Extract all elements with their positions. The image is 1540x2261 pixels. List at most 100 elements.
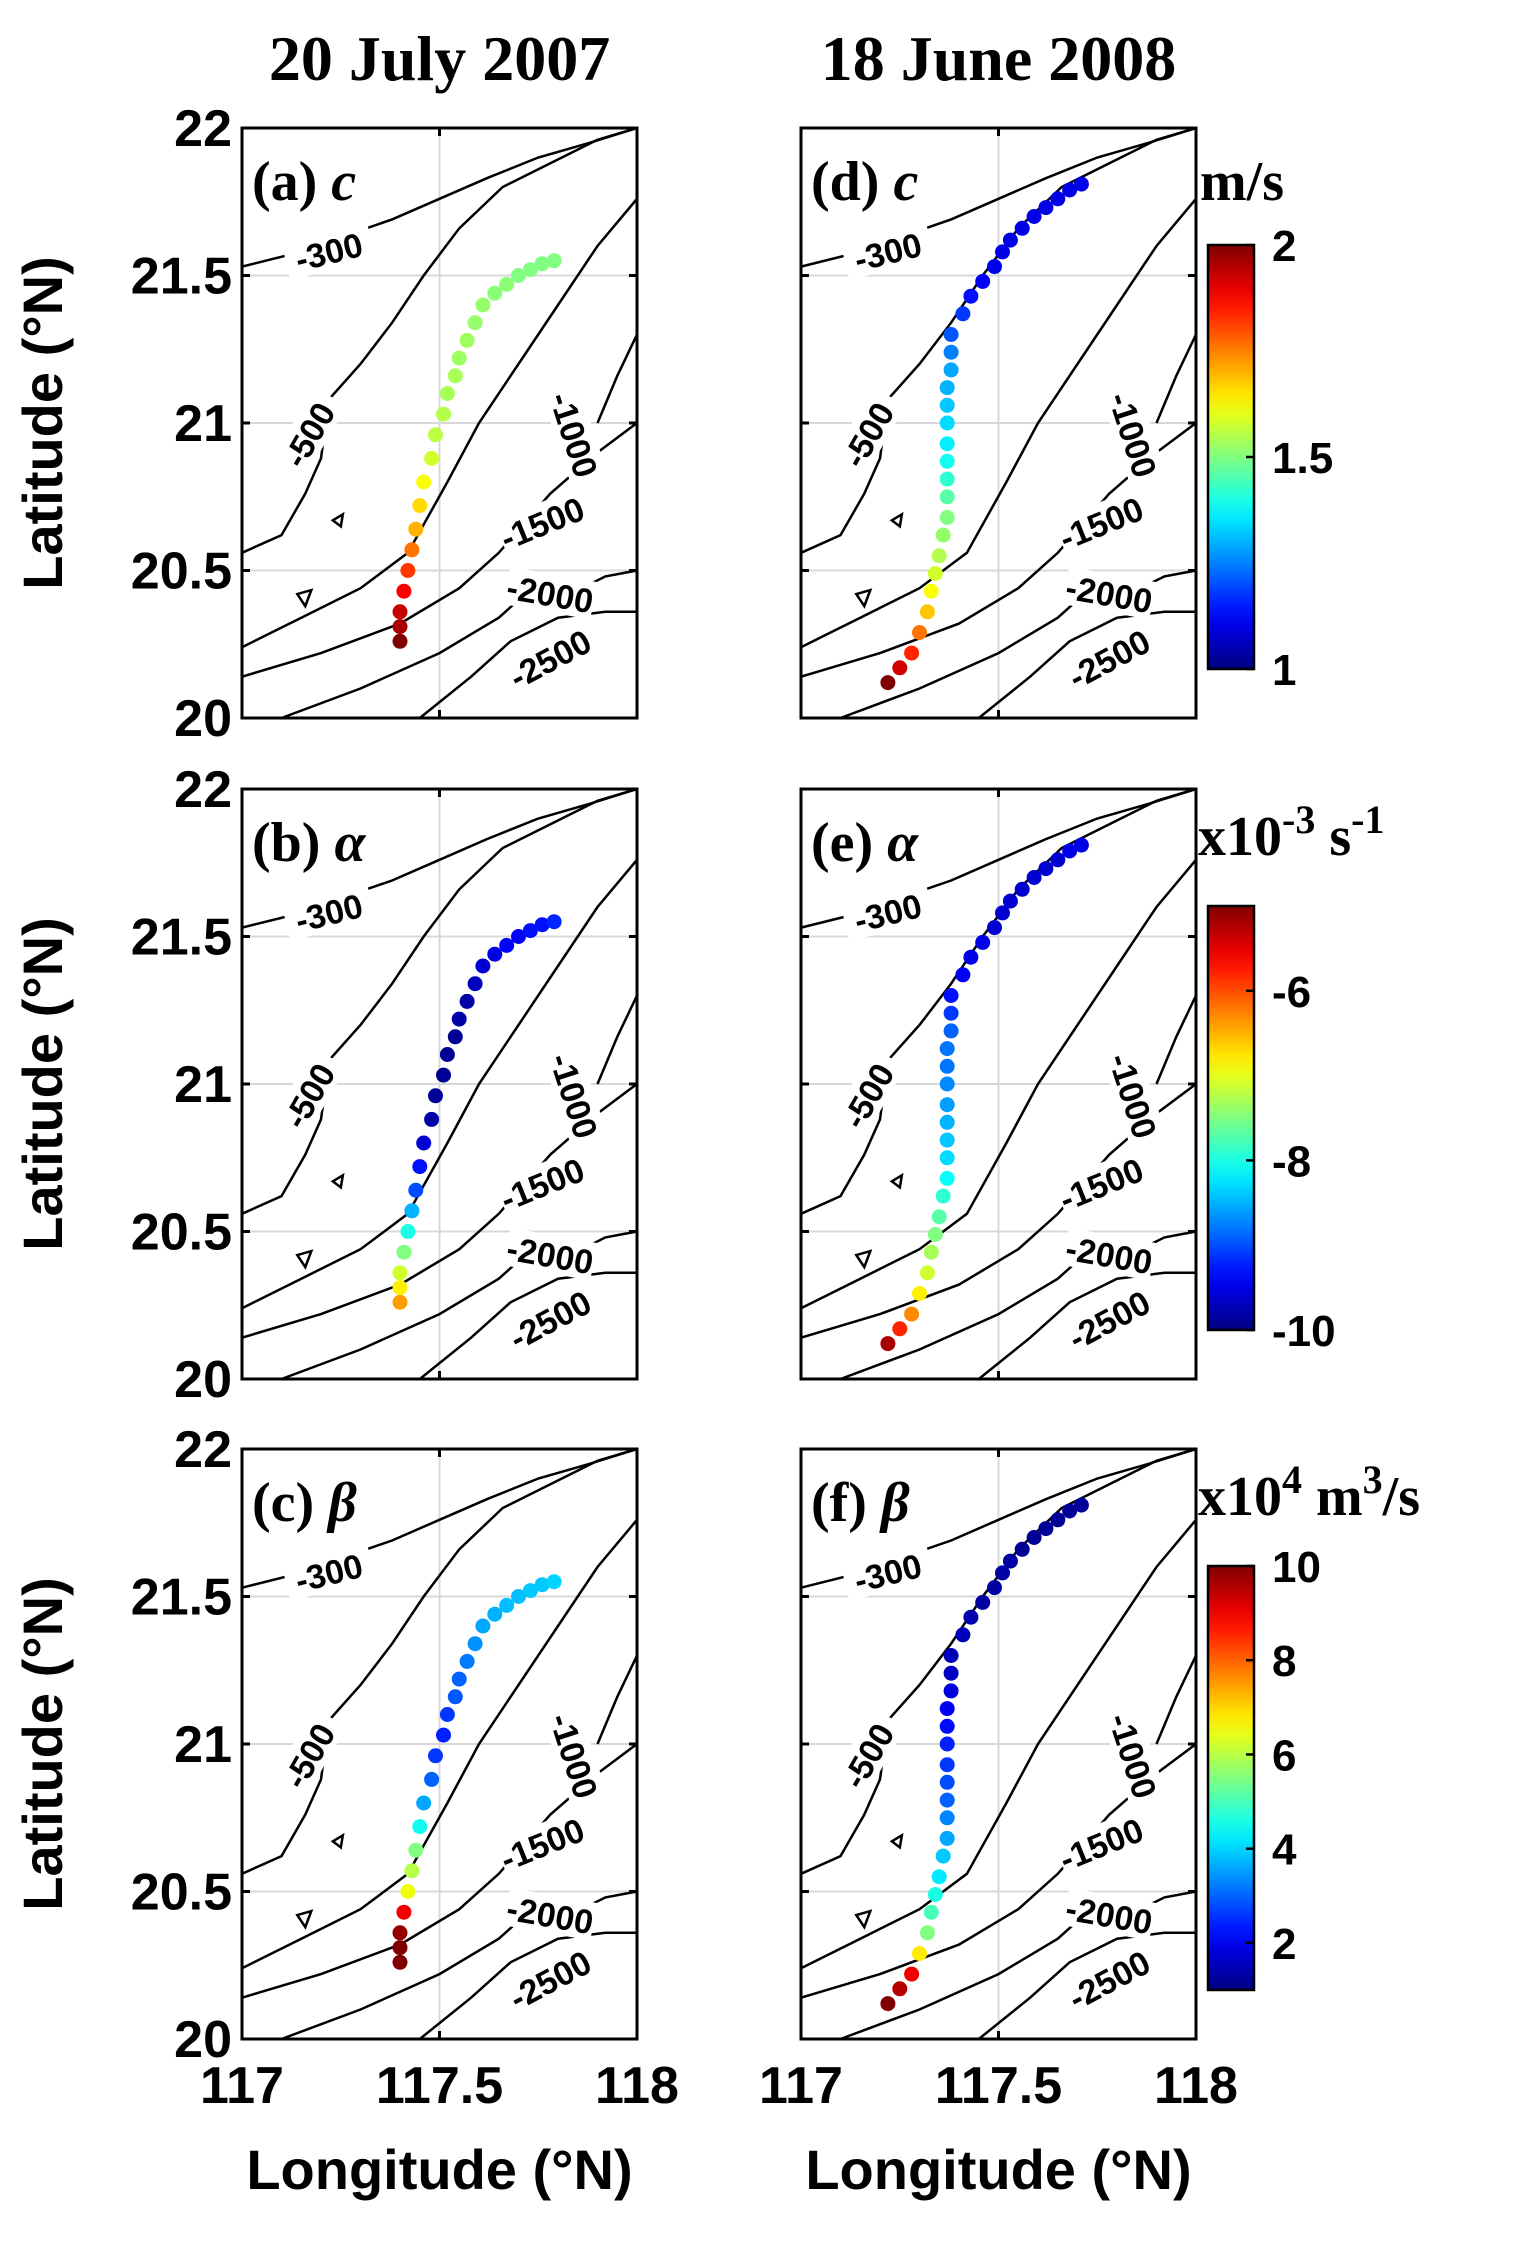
contour-2000 <box>840 1890 1197 2041</box>
island-shape <box>330 1172 345 1190</box>
contour-label-bg <box>840 882 935 942</box>
y-tick-label: 22 <box>174 1421 232 1479</box>
contour-label-bg <box>501 1281 598 1357</box>
y-axis-label: Latitude (°N) <box>11 1577 74 1910</box>
track-point <box>1038 1521 1054 1537</box>
panel-label-symbol: c <box>893 151 918 213</box>
unit-part: 4 <box>1282 1457 1302 1502</box>
track-point <box>1050 852 1066 868</box>
contour-500 <box>800 126 1197 554</box>
track-point <box>396 1904 412 1920</box>
x-tick-label: 117.5 <box>935 2057 1062 2115</box>
contour-label: -2500 <box>503 1284 598 1358</box>
unit-part: -3 <box>1282 797 1315 842</box>
track-point <box>943 988 959 1003</box>
track-point <box>392 1940 408 1956</box>
contour-label-bg <box>1060 1941 1157 2017</box>
track-point <box>428 427 443 443</box>
colorbar-alpha: -6 -8 -10 <box>1206 904 1336 1356</box>
contour-label: -2000 <box>504 1230 596 1283</box>
colorbar-c: 11.52 <box>1206 222 1333 695</box>
contour-label: -2500 <box>503 1944 598 2018</box>
colorbar-tick-label: 2 <box>1272 222 1296 271</box>
track-point <box>404 1203 420 1219</box>
contour-2000 <box>840 1230 1197 1381</box>
unit-part: 3 <box>1363 1457 1383 1502</box>
track-point <box>919 1265 935 1281</box>
track-point <box>436 1067 451 1083</box>
x-tick-label: 117 <box>200 2057 284 2115</box>
y-axis-label: Latitude (°N) <box>11 256 74 589</box>
contour-label-bg <box>1102 1707 1166 1804</box>
contour-500 <box>241 1447 638 1875</box>
track-point <box>943 344 959 360</box>
track-point <box>392 633 408 649</box>
contour-label-bg <box>1052 488 1149 557</box>
island-shape <box>330 511 345 529</box>
island-shape <box>854 1249 873 1270</box>
y-tick-label: 22 <box>174 761 232 819</box>
track-point <box>1062 843 1078 859</box>
track-point <box>939 1701 955 1717</box>
track-point <box>436 406 451 422</box>
contour-label: -300 <box>851 887 926 940</box>
track-point <box>939 1132 955 1148</box>
track-point <box>1062 1503 1078 1519</box>
contour-deep <box>1155 1654 1198 1745</box>
track-point <box>447 1689 463 1705</box>
panel-label-symbol: β <box>326 1472 357 1534</box>
track-point <box>467 976 483 992</box>
track-point <box>931 1869 947 1885</box>
track-point <box>546 914 562 930</box>
contour-2500 <box>419 1271 637 1380</box>
contour-2500 <box>419 610 637 719</box>
track-point <box>939 1792 955 1808</box>
contour-label-bg <box>501 1941 598 2017</box>
colorbar-beta: 10 8 6 4 2 <box>1206 1543 1321 1992</box>
track-point <box>428 1748 443 1764</box>
colorbar-tick-label: 1.5 <box>1272 434 1333 483</box>
contour-label-bg <box>1060 620 1157 696</box>
track-point <box>975 1594 991 1610</box>
track-point <box>927 566 943 581</box>
track-point <box>919 1925 935 1941</box>
track-point <box>939 453 955 469</box>
contour-1000 <box>800 1518 1197 1970</box>
track-point <box>939 509 955 525</box>
contour-label: -1500 <box>495 1811 590 1879</box>
track-point <box>904 1966 920 1982</box>
track-point <box>955 967 971 983</box>
track-point <box>927 1227 943 1242</box>
track-point <box>439 1707 455 1722</box>
track-point <box>943 327 959 342</box>
contour-label: -1500 <box>495 1151 590 1219</box>
track-point <box>404 542 420 558</box>
track-point <box>939 1170 955 1186</box>
column-title-2: 18 June 2008 <box>821 23 1177 94</box>
track-point <box>939 489 955 505</box>
contour-2500 <box>978 1271 1196 1380</box>
track-point <box>939 471 955 487</box>
track-point <box>487 946 503 962</box>
colorbar-tick-label: 10 <box>1272 1543 1321 1592</box>
track-point <box>955 306 971 322</box>
track-point <box>392 1280 408 1296</box>
contour-label-bg <box>840 221 935 281</box>
y-tick-label: 20 <box>174 2011 232 2069</box>
track-point <box>475 297 491 313</box>
track-point <box>880 1336 896 1352</box>
track-point <box>987 259 1002 275</box>
contour-deep <box>596 994 639 1085</box>
track-point <box>396 583 412 599</box>
panel-label-symbol: α <box>334 812 366 874</box>
track-point <box>1014 881 1030 897</box>
track-point <box>939 1830 955 1846</box>
contour-label-bg <box>269 1707 347 1803</box>
track-point <box>1026 870 1042 885</box>
panel-beta-2007: -300-500 -1000-1500-2000-2500(c) β2020.52… <box>11 1421 679 2201</box>
colorbar-tick-label: 8 <box>1272 1637 1296 1686</box>
y-tick-label: 21.5 <box>131 248 232 306</box>
panel-label-symbol: α <box>887 812 919 874</box>
track-point <box>995 905 1010 921</box>
panel-label-id: (c) <box>252 1472 328 1534</box>
